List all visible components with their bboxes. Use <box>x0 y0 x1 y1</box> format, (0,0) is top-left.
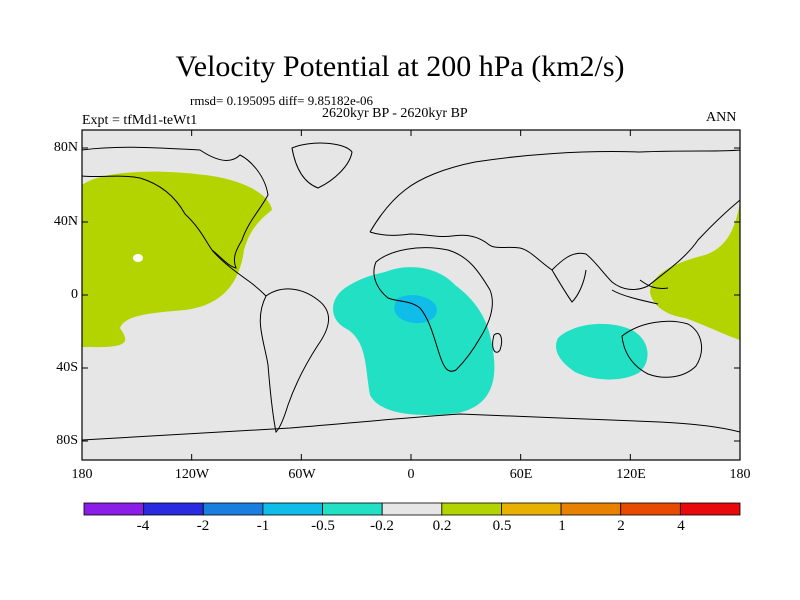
coast-africa <box>373 247 493 372</box>
coast-antarctica <box>81 413 741 441</box>
coast-south-america <box>259 288 329 434</box>
experiment-label: Expt = tfMd1-teWt1 <box>82 113 198 128</box>
colorbar-label: -4 <box>136 518 150 534</box>
lat-label-40n: 40N <box>53 214 78 229</box>
colorbar-swatch <box>679 502 741 516</box>
coast-maritime-continent <box>611 279 669 305</box>
colorbar-label: -0.5 <box>311 518 335 534</box>
coast-greenland <box>291 142 353 189</box>
lon-label-180e: 180 <box>729 467 751 482</box>
colorbar <box>83 502 741 516</box>
colorbar-label: 4 <box>677 518 685 534</box>
colorbar-label: -2 <box>196 518 210 534</box>
colorbar-label: 0.5 <box>492 518 512 534</box>
lat-label-80n: 80N <box>53 140 78 155</box>
lat-label-40s: 40S <box>56 360 78 375</box>
colorbar-label: -0.2 <box>370 518 394 534</box>
colorbar-swatch <box>381 502 443 516</box>
coast-eurasia <box>369 149 741 290</box>
colorbar-label: 0.2 <box>432 518 452 534</box>
lon-label-60w: 60W <box>288 467 316 482</box>
colorbar-swatch <box>143 502 204 516</box>
positive-region-west-pacific <box>650 202 740 340</box>
stats-line: rmsd= 0.195095 diff= 9.85182e-06 <box>190 93 374 108</box>
lon-label-60e: 60E <box>509 467 533 482</box>
axis-ticks <box>81 130 741 460</box>
coast-north-america <box>81 146 269 269</box>
positive-region-north-pacific <box>82 171 272 348</box>
colorbar-label: -1 <box>256 518 270 534</box>
colorbar-swatch <box>262 502 323 516</box>
colorbar-swatch <box>501 502 562 516</box>
colorbar-swatch <box>560 502 622 516</box>
season-label: ANN <box>706 110 737 125</box>
coast-india <box>551 269 587 303</box>
coast-madagascar <box>492 333 503 353</box>
lat-label-0: 0 <box>71 287 78 302</box>
negative-region-atlantic-africa <box>332 267 495 416</box>
colorbar-label: 1 <box>558 518 566 534</box>
negative-region-indian-ocean <box>555 323 648 380</box>
coast-australia <box>621 320 703 378</box>
colorbar-swatch <box>441 502 502 516</box>
lon-label-120w: 120W <box>174 467 210 482</box>
colorbar-swatch <box>620 502 681 516</box>
colorbar-swatch <box>202 502 264 516</box>
lon-label-180w: 180 <box>71 467 93 482</box>
colorbar-swatch <box>83 502 145 516</box>
lon-label-120e: 120E <box>616 467 646 482</box>
plot-title: Velocity Potential at 200 hPa (km2/s) <box>175 50 625 83</box>
lat-label-80s: 80S <box>56 433 78 448</box>
null-spot <box>133 254 143 262</box>
period-label: 2620kyr BP - 2620kyr BP <box>322 106 468 121</box>
colorbar-label: 2 <box>617 518 625 534</box>
coastlines <box>81 142 741 441</box>
colorbar-swatch <box>322 502 383 516</box>
coast-central-america <box>211 249 267 297</box>
lon-label-0: 0 <box>407 467 415 482</box>
